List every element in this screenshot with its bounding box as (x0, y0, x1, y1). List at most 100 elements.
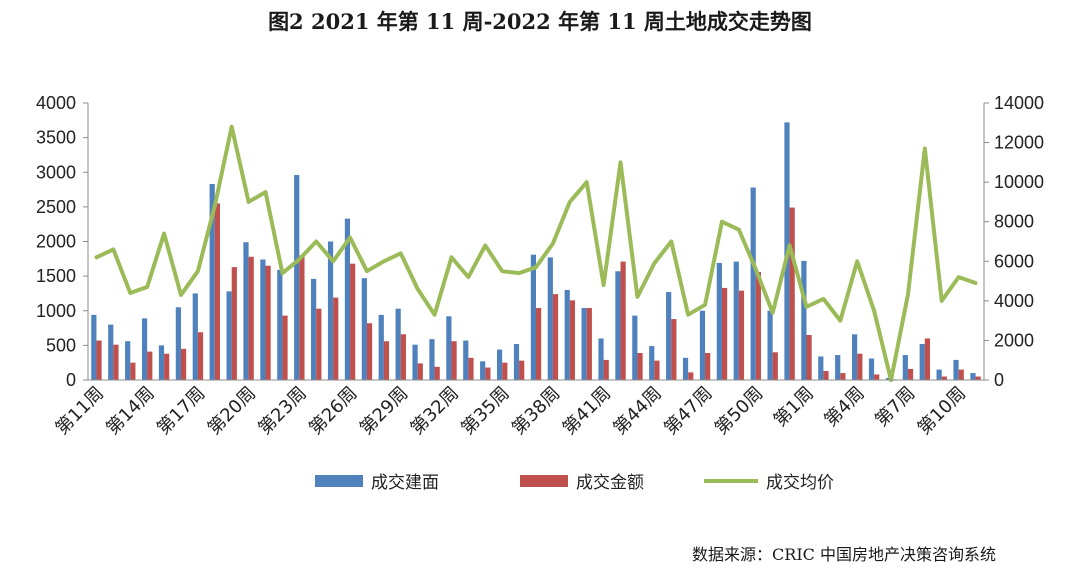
right-tick-label: 14000 (994, 93, 1044, 113)
bar-area-48 (902, 355, 908, 380)
bar-area-52 (970, 373, 976, 380)
x-tick-label: 第10周 (914, 383, 971, 440)
bar-amount-51 (958, 369, 964, 380)
bar-area-1 (108, 324, 114, 380)
avg-price-point-48 (907, 294, 909, 296)
bar-area-35 (682, 357, 689, 380)
avg-price-point-39 (755, 268, 757, 270)
avg-price-point-31 (620, 161, 622, 163)
avg-price-point-27 (552, 242, 554, 244)
bar-amount-4 (164, 353, 170, 380)
bar-amount-52 (975, 376, 981, 380)
bar-amount-27 (552, 294, 559, 380)
bar-area-0 (91, 314, 97, 380)
left-tick-label: 2500 (36, 197, 76, 217)
avg-price-point-41 (789, 244, 791, 246)
left-tick-label: 500 (46, 335, 76, 355)
right-tick-label: 12000 (994, 133, 1044, 153)
avg-price-point-33 (653, 262, 655, 264)
data-source: 数据来源：CRIC 中国房地产决策咨询系统 (692, 545, 996, 564)
avg-price-point-20 (434, 314, 436, 316)
bar-amount-36 (705, 352, 711, 380)
avg-price-point-12 (298, 258, 300, 260)
left-tick-label: 3500 (36, 128, 76, 148)
avg-price-point-28 (569, 201, 571, 203)
bar-area-24 (496, 349, 503, 380)
bar-area-13 (311, 278, 317, 380)
bar-area-10 (260, 259, 266, 380)
bar-amount-0 (96, 340, 102, 380)
avg-price-point-45 (856, 260, 858, 262)
bar-area-51 (953, 359, 959, 380)
x-tick-label: 第4周 (820, 383, 868, 431)
left-tick-label: 0 (66, 370, 76, 390)
x-tick-label: 第23周 (254, 383, 311, 440)
avg-price-point-22 (467, 276, 469, 278)
bar-area-2 (125, 341, 131, 380)
bar-area-18 (395, 308, 401, 380)
bar-amount-20 (434, 366, 440, 380)
avg-price-point-5 (180, 294, 182, 296)
bar-area-33 (649, 346, 655, 380)
chart-title: 图2 2021 年第 11 周-2022 年第 11 周土地成交走势图 (268, 9, 812, 34)
left-tick-label: 2000 (36, 232, 76, 252)
avg-price-point-25 (518, 272, 520, 274)
legend-label-2: 成交均价 (766, 473, 834, 493)
avg-price-point-7 (214, 205, 216, 207)
bar-amount-39 (755, 271, 761, 380)
bar-amount-32 (637, 352, 643, 380)
avg-price-point-35 (687, 314, 689, 316)
avg-price-point-11 (281, 272, 283, 274)
bar-amount-7 (214, 203, 220, 380)
avg-price-point-13 (315, 241, 317, 242)
bar-area-40 (767, 310, 773, 380)
avg-price-point-6 (197, 270, 199, 272)
bar-area-12 (294, 175, 300, 380)
bar-area-38 (733, 261, 739, 380)
left-tick-label: 3000 (36, 162, 76, 182)
avg-price-point-15 (349, 237, 351, 239)
bar-amount-23 (485, 367, 491, 380)
bar-amount-38 (738, 290, 745, 380)
bar-amount-40 (772, 352, 778, 380)
left-tick-label: 1500 (36, 266, 76, 286)
avg-price-point-8 (231, 126, 233, 128)
bar-area-11 (277, 269, 283, 380)
bar-area-50 (936, 369, 942, 380)
bar-amount-1 (113, 344, 119, 380)
avg-price-point-42 (805, 306, 807, 308)
bar-area-17 (378, 314, 384, 380)
avg-price-point-32 (636, 296, 638, 298)
legend-swatch-1 (520, 475, 568, 487)
left-tick-label: 1000 (36, 301, 76, 321)
bar-amount-17 (383, 341, 390, 380)
avg-price-point-18 (400, 252, 402, 254)
bar-amount-50 (941, 376, 947, 380)
right-tick-label: 0 (994, 370, 1004, 390)
bar-amount-29 (586, 307, 592, 380)
avg-price-point-37 (721, 221, 723, 223)
x-tick-label: 第26周 (305, 383, 362, 440)
x-tick-label: 第32周 (407, 383, 464, 440)
bar-amount-14 (333, 297, 339, 380)
bar-amount-9 (248, 256, 254, 380)
bar-amount-10 (265, 265, 271, 380)
bar-area-14 (327, 241, 334, 380)
x-tick-label: 第41周 (559, 383, 616, 440)
bar-area-36 (699, 310, 706, 380)
legend-label-0: 成交建面 (371, 473, 439, 493)
bar-amount-16 (366, 323, 373, 380)
avg-price-point-26 (535, 266, 537, 268)
bar-area-5 (175, 307, 181, 380)
bar-area-37 (716, 262, 722, 380)
avg-price-point-38 (738, 229, 740, 231)
bar-area-44 (835, 355, 841, 380)
bar-amount-8 (231, 267, 237, 380)
bar-amount-33 (654, 360, 660, 380)
bar-area-28 (564, 289, 570, 380)
x-tick-label: 第17周 (153, 383, 210, 440)
bar-area-43 (818, 356, 824, 380)
x-tick-label: 第7周 (871, 383, 919, 431)
right-tick-label: 4000 (994, 291, 1034, 311)
bar-area-42 (801, 260, 807, 380)
